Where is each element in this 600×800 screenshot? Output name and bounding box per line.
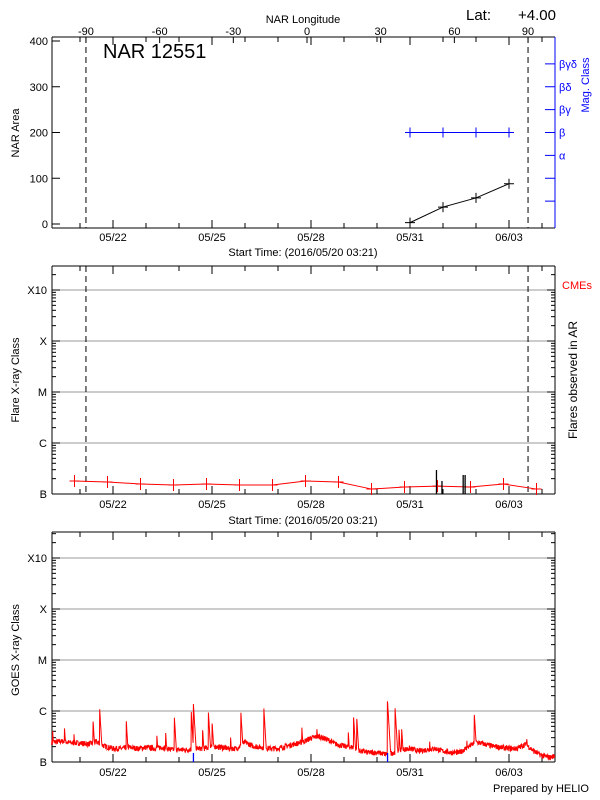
mag-class-axis-label: Mag. Class [580,57,592,113]
flare-background-point [102,475,113,488]
y-tick-label: 200 [30,128,48,140]
nar-area-point [438,202,448,213]
flare-background-point [531,483,542,496]
x-tick-label: 05/31 [396,767,424,779]
x-tick-label: 06/03 [495,767,523,779]
y-tick-label: X10 [27,553,47,565]
x-tick-label: 06/03 [495,499,523,511]
flares-observed-axis-label: Flares observed in AR [566,321,580,439]
y-tick-label: X10 [27,285,47,297]
mag-class-tick-label: βγ [559,105,571,117]
x-tick-label: 05/25 [198,499,226,511]
panel1-xlabel: Start Time: (2016/05/20 03:21) [228,247,377,259]
x-tick-label: 05/25 [198,767,226,779]
y-tick-label: X [40,604,48,616]
flare-background-point [267,479,278,492]
mag-class-tick-label: βγδ [559,59,577,71]
y-tick-label: 0 [42,219,48,231]
mag-class-tick-label: α [559,150,566,162]
mag-class-tick-label: βδ [559,82,571,94]
mag-class-point [471,127,481,138]
nar-longitude-axis-title: NAR Longitude [266,14,341,26]
mag-class-point [438,127,448,138]
y-tick-label: M [38,655,47,667]
y-tick-label: 300 [30,82,48,94]
flare-background-point [69,474,80,487]
goes-class-axis-label: GOES X-ray Class [10,604,22,696]
x-tick-label: 05/25 [198,232,226,244]
x-tick-label: 05/28 [297,499,325,511]
flare-background-point [465,481,476,494]
flare-background-point [201,478,212,491]
y-tick-label: X [40,336,48,348]
panel2-xlabel: Start Time: (2016/05/20 03:21) [228,515,377,527]
flare-background-point [399,481,410,494]
mag-class-point [504,127,514,138]
longitude-tick-label: -90 [78,26,94,38]
y-tick-label: C [39,438,47,450]
y-tick-label: 100 [30,173,48,185]
flare-background-point [333,475,344,488]
flare-background-point [168,479,179,492]
x-tick-label: 06/03 [495,232,523,244]
longitude-tick-label: 0 [304,26,310,38]
x-tick-label: 05/22 [99,232,127,244]
flare-class-axis-label: Flare X-ray Class [10,337,22,422]
longitude-tick-label: -30 [225,26,241,38]
flare-background-point [498,478,509,491]
longitude-tick-label: 90 [522,26,534,38]
x-tick-label: 05/31 [396,499,424,511]
x-tick-label: 05/31 [396,232,424,244]
nar-area-point [471,192,481,203]
flare-background-point [234,479,245,492]
latitude-label: Lat: [466,7,491,24]
nar-area-axis-label: NAR Area [10,108,22,158]
nar-area-line [409,183,510,224]
x-tick-label: 05/22 [99,767,127,779]
nar-area-point [504,178,514,189]
y-tick-label: M [38,387,47,399]
flare-background-point [300,474,311,487]
flare-background-point [135,478,146,491]
region-title: NAR 12551 [103,41,206,63]
mag-class-tick-label: β [559,128,565,140]
y-tick-label: B [40,757,47,769]
longitude-tick-label: 30 [375,26,387,38]
latitude-value: +4.00 [518,7,556,24]
mag-class-point [405,127,415,138]
cmes-label: CMEs [562,280,592,292]
prepared-by-footer: Prepared by HELIO [493,783,589,795]
x-tick-label: 05/22 [99,499,127,511]
y-tick-label: 400 [30,36,48,48]
flare-background-point [432,480,443,493]
longitude-tick-label: -60 [152,26,168,38]
y-tick-label: B [40,489,47,501]
y-tick-label: C [39,706,47,718]
nar-area-point [405,217,415,228]
x-tick-label: 05/28 [297,767,325,779]
flare-background-point [366,483,377,496]
x-tick-label: 05/28 [297,232,325,244]
longitude-tick-label: 60 [448,26,460,38]
goes-xray-flux-line [51,701,556,761]
